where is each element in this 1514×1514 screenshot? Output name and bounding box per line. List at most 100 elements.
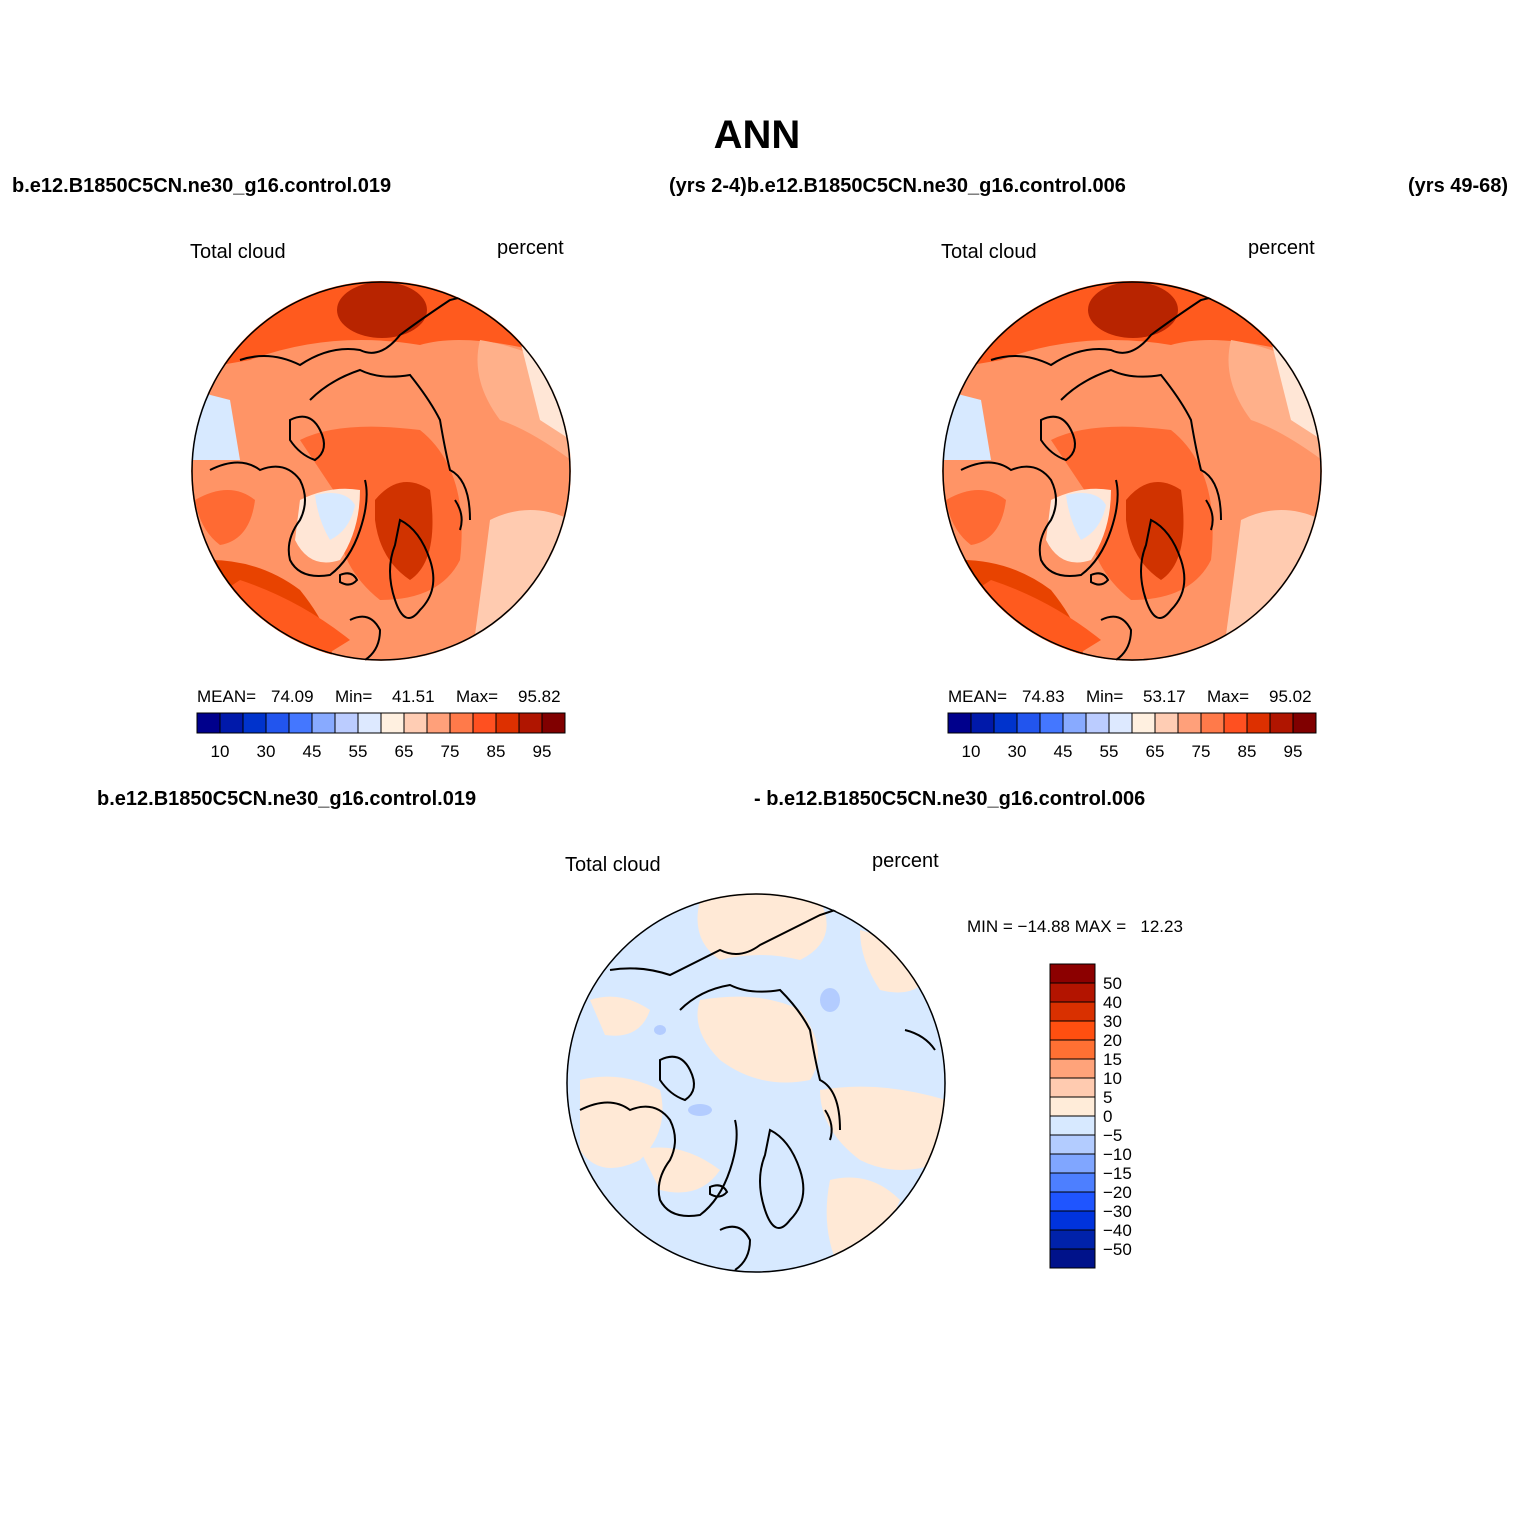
colorbar-label: 85: [487, 742, 506, 761]
panel-units-label: percent: [497, 237, 564, 259]
colorbar-box: [334, 712, 359, 734]
colorbar-box: [1049, 963, 1096, 984]
colorbar-label: 30: [1103, 1012, 1122, 1031]
colorbar-box: [1154, 712, 1179, 734]
colorbar-label: −10: [1103, 1145, 1132, 1164]
colorbar-label: 40: [1103, 993, 1122, 1012]
colorbar-box: [265, 712, 290, 734]
colorbar-box: [1246, 712, 1271, 734]
stats-line: MEAN= 74.83 Min= 53.17 Max= 95.02: [948, 687, 1312, 706]
min-value: 41.51: [392, 687, 435, 706]
colorbar-box: [219, 712, 244, 734]
colorbar-box: [1049, 1020, 1096, 1041]
polar-map: [566, 893, 946, 1273]
colorbar-box: [1049, 1058, 1096, 1079]
colorbar-box: [970, 712, 995, 734]
colorbar-box: [242, 712, 267, 734]
max-value: 95.82: [518, 687, 561, 706]
colorbar-box: [518, 712, 543, 734]
colorbar-label: −5: [1103, 1126, 1122, 1145]
colorbar-label: 45: [1054, 742, 1073, 761]
colorbar-box: [1049, 982, 1096, 1003]
colorbar: 10 30 45 55 65 75 85 95: [947, 712, 1317, 761]
colorbar-label: −20: [1103, 1183, 1132, 1202]
colorbar-box: [1049, 1096, 1096, 1117]
colorbar-box: [1049, 1229, 1096, 1250]
colorbar-box: [1177, 712, 1202, 734]
colorbar-box: [1049, 1153, 1096, 1174]
mean-label: MEAN=: [948, 687, 1007, 706]
panel-variable-label: Total cloud: [565, 854, 661, 876]
colorbar: 10 30 45 55 65 75 85 95: [196, 712, 566, 761]
colorbar-label: 65: [395, 742, 414, 761]
colorbar-box: [993, 712, 1018, 734]
colorbar-label: 15: [1103, 1050, 1122, 1069]
colorbar-box: [1085, 712, 1110, 734]
figure-title: ANN: [714, 113, 801, 157]
max-value: 95.02: [1269, 687, 1312, 706]
colorbar-label: −30: [1103, 1202, 1132, 1221]
colorbar-box: [403, 712, 428, 734]
colorbar-box: [380, 712, 405, 734]
diff-title-left: b.e12.B1850C5CN.ne30_g16.control.019: [97, 788, 476, 810]
panel-difference: b.e12.B1850C5CN.ne30_g16.control.019 - b…: [97, 788, 1183, 1273]
colorbar-box: [1049, 1210, 1096, 1231]
colorbar-label: 85: [1238, 742, 1257, 761]
colorbar-box: [1200, 712, 1225, 734]
colorbar-box: [1049, 1039, 1096, 1060]
colorbar-label: 95: [1284, 742, 1303, 761]
colorbar-label: 95: [533, 742, 552, 761]
colorbar-box: [1049, 1248, 1096, 1269]
colorbar-box: [357, 712, 382, 734]
colorbar-label: 55: [349, 742, 368, 761]
colorbar-label: 65: [1146, 742, 1165, 761]
case-title-left: b.e12.B1850C5CN.ne30_g16.control.019: [12, 175, 391, 197]
mean-value: 74.83: [1022, 687, 1065, 706]
panel-control-006: Total cloud percent: [941, 237, 1322, 761]
mean-value: 74.09: [271, 687, 314, 706]
colorbar-box: [1049, 1001, 1096, 1022]
colorbar-box: [1131, 712, 1156, 734]
colorbar-box: [196, 712, 221, 734]
polar-map: [942, 281, 1322, 661]
colorbar-box: [1062, 712, 1087, 734]
panel-variable-label: Total cloud: [941, 241, 1037, 263]
colorbar-box: [541, 712, 566, 734]
colorbar-box: [1016, 712, 1041, 734]
panel-units-label: percent: [872, 850, 939, 872]
colorbar-label: 75: [441, 742, 460, 761]
stats-line: MEAN= 74.09 Min= 41.51 Max= 95.82: [197, 687, 561, 706]
min-value: 53.17: [1143, 687, 1186, 706]
polar-map: [191, 281, 571, 661]
max-label: Max=: [456, 687, 498, 706]
panel-control-019: Total cloud percent: [190, 237, 571, 761]
mean-label: MEAN=: [197, 687, 256, 706]
colorbar-label: −15: [1103, 1164, 1132, 1183]
colorbar-box: [1049, 1172, 1096, 1193]
colorbar-box: [449, 712, 474, 734]
colorbar-box: [311, 712, 336, 734]
colorbar-label: 10: [211, 742, 230, 761]
colorbar-label: 55: [1100, 742, 1119, 761]
colorbar-box: [1049, 1115, 1096, 1136]
colorbar-box: [426, 712, 451, 734]
diff-title-right: - b.e12.B1850C5CN.ne30_g16.control.006: [754, 788, 1145, 810]
colorbar-label: 5: [1103, 1088, 1112, 1107]
diff-stats: MIN = −14.88 MAX = 12.23: [967, 917, 1183, 936]
min-label: Min=: [1086, 687, 1123, 706]
case-title-right: (yrs 49-68): [1408, 175, 1508, 197]
colorbar-box: [1049, 1077, 1096, 1098]
colorbar-label: 50: [1103, 974, 1122, 993]
colorbar-box: [1049, 1134, 1096, 1155]
colorbar-label: 20: [1103, 1031, 1122, 1050]
colorbar-box: [1292, 712, 1317, 734]
case-title-mid: (yrs 2-4)b.e12.B1850C5CN.ne30_g16.contro…: [669, 175, 1126, 197]
colorbar-box: [1039, 712, 1064, 734]
colorbar-label: −40: [1103, 1221, 1132, 1240]
colorbar-box: [495, 712, 520, 734]
colorbar-label: 75: [1192, 742, 1211, 761]
colorbar-box: [288, 712, 313, 734]
panel-variable-label: Total cloud: [190, 241, 286, 263]
